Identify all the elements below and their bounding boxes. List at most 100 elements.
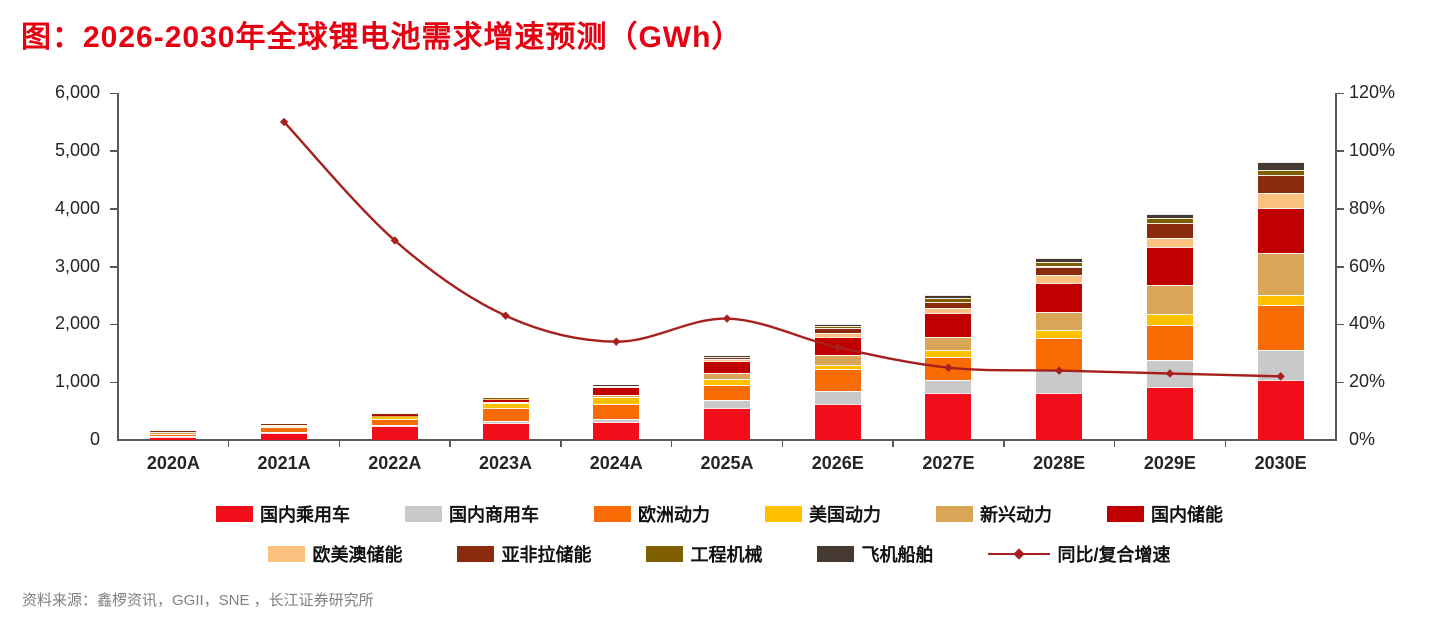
x-axis-tick bbox=[338, 440, 341, 447]
growth-line-marker bbox=[390, 236, 400, 245]
growth-line-marker bbox=[1276, 372, 1285, 381]
y-axis-left-label: 4,000 bbox=[54, 197, 100, 218]
growth-line bbox=[283, 121, 1281, 378]
legend-row-1: 国内乘用车 国内商用车 欧洲动力 美国动力 新兴动力 国内储能 bbox=[0, 501, 1439, 527]
growth-line-marker bbox=[612, 337, 621, 346]
growth-line-marker bbox=[833, 343, 842, 352]
bar-segment bbox=[1257, 162, 1304, 170]
legend-item-5: 国内储能 bbox=[1107, 501, 1223, 527]
bar-segment bbox=[814, 328, 861, 334]
x-axis-label: 2027E bbox=[922, 453, 975, 473]
legend-label: 新兴动力 bbox=[980, 505, 1052, 525]
legend-swatch bbox=[646, 546, 684, 562]
bar-segment bbox=[261, 426, 308, 432]
x-axis-tick bbox=[1113, 440, 1116, 447]
y-axis-right-label: 100% bbox=[1349, 139, 1396, 160]
legend-label: 欧洲动力 bbox=[638, 505, 710, 525]
bar-segment bbox=[704, 384, 750, 400]
legend-item-8: 工程机械 bbox=[646, 541, 762, 567]
legend-swatch bbox=[936, 506, 973, 522]
legend-item-9: 飞机船舶 bbox=[817, 541, 933, 567]
bar-segment bbox=[814, 333, 861, 337]
y-axis-right-label: 40% bbox=[1349, 313, 1386, 334]
legend-item-7: 亚非拉储能 bbox=[457, 541, 591, 567]
bar-segment bbox=[1257, 192, 1304, 208]
bar-segment bbox=[1257, 174, 1304, 193]
bar-segment bbox=[1036, 258, 1083, 262]
y-axis-right-label: 60% bbox=[1349, 255, 1386, 276]
bar-segment bbox=[482, 421, 529, 424]
legend-swatch bbox=[405, 506, 442, 522]
y-axis-left-tick bbox=[110, 150, 118, 152]
chart-title: 图：2026-2030年全球锂电池需求增速预测（GWh） bbox=[21, 21, 743, 54]
bar-segment bbox=[593, 385, 640, 387]
x-axis-tick bbox=[781, 440, 784, 447]
y-axis-left-tick bbox=[110, 381, 118, 384]
bar-segment bbox=[371, 426, 418, 440]
x-axis-label: 2022A bbox=[368, 453, 422, 473]
bar-segment bbox=[704, 372, 750, 379]
bar-segment bbox=[925, 350, 972, 357]
bar-segment bbox=[150, 431, 197, 433]
bar-segment bbox=[371, 413, 418, 415]
x-axis-label: 2025A bbox=[700, 453, 754, 473]
x-axis-tick bbox=[449, 440, 451, 447]
x-axis-tick bbox=[560, 440, 562, 447]
bar-segment bbox=[1036, 370, 1083, 394]
legend-item-6: 欧美澳储能 bbox=[268, 541, 402, 567]
bar-segment bbox=[371, 414, 418, 416]
bar-segment bbox=[1146, 285, 1193, 314]
x-axis-label: 2023A bbox=[479, 453, 533, 473]
y-axis-left-label: 2,000 bbox=[54, 313, 100, 334]
growth-line-layer bbox=[279, 117, 1285, 381]
x-axis-label: 2021A bbox=[257, 453, 311, 473]
y-axis-left-line bbox=[117, 93, 119, 440]
bar-segment bbox=[1036, 283, 1083, 312]
legend-item-2: 欧洲动力 bbox=[594, 501, 710, 527]
y-axis-left-label: 0 bbox=[89, 429, 100, 449]
y-axis-left-tick bbox=[110, 208, 118, 210]
legend-label: 国内乘用车 bbox=[260, 505, 350, 525]
bar-segment bbox=[1036, 393, 1083, 440]
bar-segment bbox=[814, 324, 861, 326]
y-axis-right-tick bbox=[1336, 381, 1344, 384]
bar-segment bbox=[1146, 218, 1193, 223]
bar-segment bbox=[482, 408, 529, 422]
bar-segment bbox=[482, 423, 529, 440]
legend-label: 国内商用车 bbox=[449, 505, 539, 525]
growth-line-marker bbox=[722, 314, 732, 323]
legend-item-growth-line: 同比/复合增速 bbox=[988, 541, 1171, 567]
bar-segment bbox=[704, 361, 750, 373]
bar-segment bbox=[704, 358, 750, 362]
y-axis-right-tick bbox=[1336, 323, 1344, 326]
legend-label: 欧美澳储能 bbox=[312, 545, 403, 565]
x-axis-line bbox=[117, 439, 1337, 441]
bar-segment bbox=[1036, 266, 1083, 275]
bar-segment bbox=[1036, 338, 1083, 370]
legend-label: 同比/复合增速 bbox=[1057, 545, 1171, 565]
legend-swatch bbox=[765, 506, 802, 522]
bar-segment bbox=[1257, 380, 1304, 440]
y-axis-left-tick bbox=[110, 323, 118, 326]
bar-segment bbox=[482, 399, 529, 403]
y-axis-right-tick bbox=[1336, 92, 1344, 94]
bar-segment bbox=[261, 432, 308, 440]
growth-line-marker bbox=[1165, 369, 1175, 378]
legend-line-marker bbox=[1013, 548, 1026, 560]
legend-item-3: 美国动力 bbox=[765, 501, 881, 527]
legend-item-1: 国内商用车 bbox=[405, 501, 539, 527]
bar-segment bbox=[150, 436, 197, 440]
bar-segment bbox=[371, 418, 418, 425]
y-axis-right-tick bbox=[1336, 150, 1344, 152]
bar-segment bbox=[814, 355, 861, 365]
legend-swatch bbox=[268, 546, 306, 562]
legend-label: 亚非拉储能 bbox=[501, 545, 592, 565]
bar-segment bbox=[925, 380, 972, 394]
legend-swatch bbox=[594, 506, 631, 522]
legend-row-2: 欧美澳储能 亚非拉储能 工程机械 飞机船舶 同比/复合增速 bbox=[0, 541, 1439, 567]
y-axis-right-tick bbox=[1336, 208, 1344, 210]
bar-segment bbox=[1146, 214, 1193, 219]
legend-label: 国内储能 bbox=[1151, 505, 1223, 525]
bar-segment bbox=[150, 433, 197, 437]
legend-label: 美国动力 bbox=[809, 505, 881, 525]
